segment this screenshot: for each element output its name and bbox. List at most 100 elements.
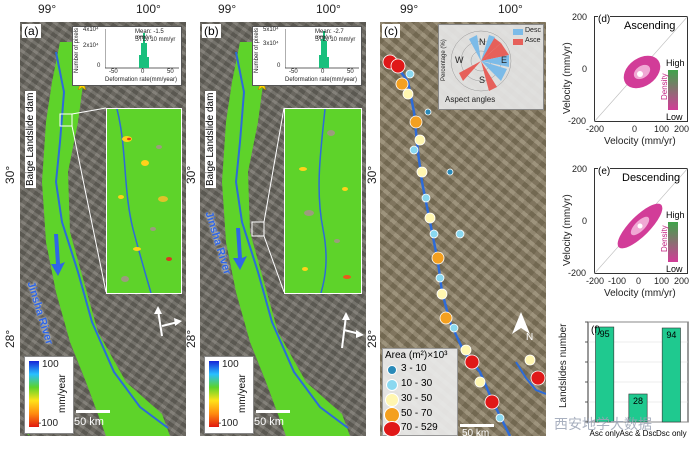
colorbar-b: 100 -100 mm/year [204,356,254,434]
density-high: High [666,210,685,220]
landslide-marker [455,229,465,239]
landslide-marker [416,166,428,178]
hist-std: STD: 10 mm/yr [135,37,176,43]
scatter-xlabel: Velocity (mm/yr) [604,136,676,147]
scale-label: 50 km [462,428,490,436]
hist-mean: Mean: -2.7 mm/yr [315,29,344,41]
bar-chart-svg: 95 Asc only 28 Asc & Dsc 94 Dsc only (f) [585,321,689,438]
hist-xtick: 0 [321,69,325,75]
hist-ytick: 0 [277,63,281,69]
scatter-ylabel: Velocity (mm/yr) [562,194,573,266]
hist-ytick: 3x10⁴ [263,41,279,47]
landslide-marker [495,413,505,423]
hist-ylabel: Number of pixels [254,27,260,73]
scatter-title: Descending [622,172,681,184]
bar-value-label: 95 [600,329,610,339]
legend-dot [386,379,398,391]
dam-label: Baige Landslide dam [205,90,216,188]
category-label: Asc only [590,429,620,438]
xtick: -200 [586,276,605,286]
panel-f-label: (f) [591,325,600,336]
landslide-marker [460,344,472,356]
area-legend: Area (m²)×10³ 3 - 10 10 - 30 30 - 50 50 … [382,348,458,436]
histogram-b: Number of pixels 5x10⁴ 3x10⁴ 0 Mean: -2.… [252,26,362,86]
legend-item: 3 - 10 [401,363,427,374]
hist-xtick: 0 [141,69,145,75]
landslide-marker [402,88,414,100]
landslide-marker [405,69,415,79]
ytick: 200 [572,12,588,22]
hist-ytick: 5x10⁴ [263,27,279,33]
rose-west: W [455,55,464,65]
colorbar-max: 100 [222,359,239,370]
ytick: 0 [582,64,588,74]
landslide-marker [439,311,453,325]
zoom-inset-a [106,108,182,294]
colorbar-max: 100 [42,359,59,370]
density-low: Low [666,264,683,274]
los-arrow-icon [341,312,364,349]
scatter-d: Velocity (mm/yr) 200 0 -200 (d) Ascendin… [562,6,692,154]
landslide-map [382,54,546,436]
panel-e-label: (e) [598,166,611,177]
density-low: Low [666,112,683,122]
hist-ytick: 4x10⁴ [83,27,99,33]
xtick: 0 [632,124,638,134]
hist-ytick: 0 [97,63,101,69]
xtick: 100 [654,276,670,286]
hist-xtick: 50 [167,69,174,75]
landslide-marker [409,145,419,155]
scatter-ylabel: Velocity (mm/yr) [562,42,573,114]
landslide-marker [409,115,423,129]
scatter-xlabel: Velocity (mm/yr) [604,288,676,299]
ytick: -200 [568,268,587,278]
landslide-marker [474,376,486,388]
rose-desc-swatch [513,29,523,35]
category-label: Dsc only [656,429,687,438]
landslide-marker [395,77,409,91]
dam-label: Baige Landslide dam [25,90,36,188]
bar-value-label: 94 [666,330,676,340]
lon-label-99-c: 99° [400,2,419,16]
xtick: -200 [586,124,605,134]
hist-std: STD: 10 mm/yr [315,37,356,43]
scatter-e: Velocity (mm/yr) 200 0 -200 (e) Descendi… [562,158,692,306]
scatter-title: Ascending [624,20,676,32]
xtick: 200 [674,124,690,134]
landslide-marker [435,273,445,283]
hist-ylabel: Number of pixels [74,27,80,73]
landslide-marker [424,212,436,224]
rose-north: N [479,37,486,47]
landslide-marker [431,251,445,265]
landslide-marker [484,394,500,410]
scale-label: 50 km [74,416,104,428]
landslide-marker [390,58,406,74]
north-arrow-icon [512,312,530,334]
lat-label-28: 28° [3,329,17,348]
density-high: High [666,58,685,68]
scale-label: 50 km [254,416,284,428]
hist-xtick: 50 [347,69,354,75]
lat-label-28: 28° [184,329,198,348]
density-label: Density [660,225,669,252]
rose-title: Aspect angles [445,95,496,104]
panel-c-label: (c) [382,24,400,38]
flow-arrow-icon [233,228,247,270]
landslide-marker [464,354,480,370]
hist-xtick: -50 [109,69,118,75]
rose-asce-swatch [513,39,523,45]
density-label: Density [660,73,669,100]
legend-item: 30 - 50 [401,393,433,404]
lat-label-28: 28° [365,329,379,348]
landslide-marker [436,288,448,300]
category-label: Asc & Dsc [620,429,657,438]
deformation-strip-b [222,42,350,436]
rose-east: E [501,55,508,65]
landslide-marker [421,193,431,203]
watermark: 西安地学大数据 [554,416,652,432]
ytick: -200 [568,116,587,126]
legend-item: 10 - 30 [401,378,433,389]
panel-c: (c) Percentage (%) N E S W Desc Asce Asp… [380,22,546,436]
rose-desc-label: Desc [525,27,541,34]
panel-b: (b) Baige Landslide dam Jinsha River Num… [200,22,366,436]
